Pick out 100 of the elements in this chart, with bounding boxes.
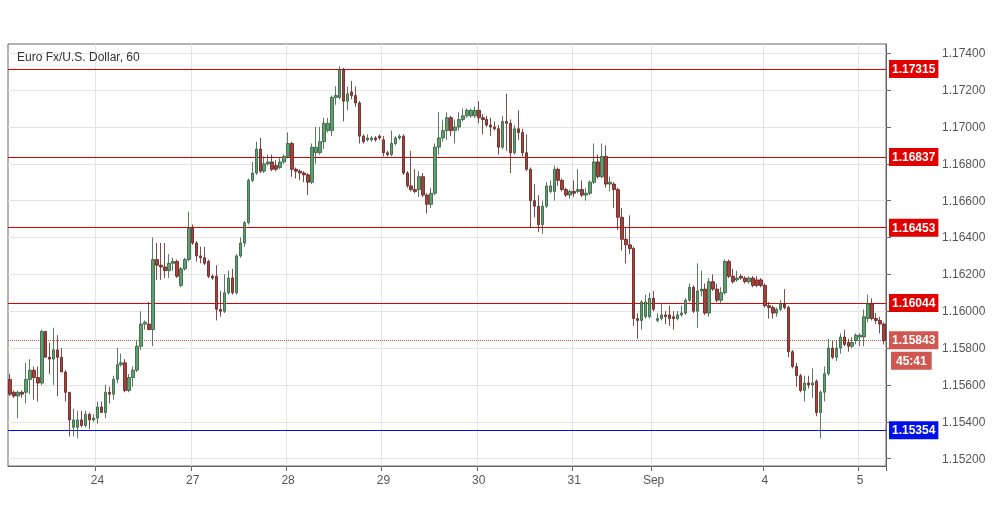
candlestick (259, 137, 262, 174)
candlestick (278, 157, 282, 170)
candlestick (342, 67, 345, 122)
candlestick (497, 124, 500, 155)
candlestick (755, 275, 759, 288)
candlestick (747, 275, 751, 284)
candlestick (382, 135, 385, 157)
candlestick (568, 189, 572, 200)
ref-line-label: 1.15354 (892, 423, 936, 438)
candlestick (692, 285, 695, 314)
candlestick (676, 310, 679, 321)
x-tick-label: 31 (567, 473, 582, 487)
candlestick (803, 375, 806, 402)
ref-line-label: 1.17315 (892, 61, 936, 76)
candlestick (608, 176, 612, 192)
candlestick (8, 373, 12, 397)
candlestick (473, 106, 477, 119)
candlestick (167, 253, 171, 279)
candlestick (147, 301, 151, 331)
candlestick (707, 277, 711, 318)
ref-line-label: 1.15843 (892, 333, 936, 348)
y-tick-label: 1.17000 (942, 119, 986, 134)
x-tick-label: 5 (856, 473, 864, 487)
x-tick-label: 24 (90, 473, 105, 487)
candlestick (469, 108, 473, 119)
candlestick (870, 297, 874, 321)
x-tick-label: 29 (376, 473, 391, 487)
text: Euro Fx/U.S. Dollar, 60 (17, 50, 141, 64)
candlestick (398, 133, 401, 141)
candlestick (556, 167, 560, 187)
candlestick (553, 165, 556, 202)
candlestick (850, 336, 854, 349)
candlestick (374, 135, 377, 143)
candlestick (56, 334, 59, 397)
candlestick (32, 366, 36, 401)
x-tick-label: 30 (472, 473, 486, 487)
y-tick-label: 1.15600 (942, 377, 986, 392)
x-tick-label: 27 (186, 473, 200, 487)
candlestick (36, 366, 40, 402)
candlestick (831, 340, 834, 360)
candlestick (378, 133, 381, 141)
candlestick (807, 375, 810, 389)
candlestick (811, 367, 814, 399)
candlestick (660, 303, 663, 321)
candlestick (572, 179, 576, 198)
y-tick-label: 1.17400 (942, 46, 986, 61)
candlestick (771, 305, 775, 319)
x-tick-label: 4 (761, 473, 769, 487)
y-tick-label: 1.15200 (942, 451, 986, 466)
candlestick (24, 362, 28, 404)
candlestick (409, 150, 413, 192)
ref-line-label: 1.16837 (892, 149, 936, 164)
candlestick (580, 179, 584, 198)
candlestick (652, 290, 655, 312)
y-tick-label: 1.16600 (942, 193, 986, 208)
y-tick-label: 1.16400 (942, 230, 986, 245)
y-tick-label: 1.17200 (942, 83, 986, 98)
candlestick (390, 130, 393, 157)
candlestick (648, 292, 651, 319)
candlestick (96, 401, 99, 425)
candlestick (274, 159, 278, 172)
candlestick (270, 154, 274, 172)
candlestick (696, 262, 699, 329)
candlestick (104, 384, 107, 419)
candlestick (231, 268, 234, 296)
candlestick (489, 117, 492, 137)
candlestick (882, 321, 886, 345)
y-tick-label: 1.16000 (942, 304, 986, 319)
candlestick (215, 264, 218, 321)
y-tick-label: 1.15800 (942, 341, 986, 356)
candlestick (735, 270, 739, 283)
candlestick (52, 327, 55, 386)
candlestick (88, 412, 91, 430)
candlestick (465, 108, 469, 119)
candlestick (346, 85, 349, 111)
ref-line-label: 1.16453 (892, 220, 936, 235)
y-tick-label: 1.16800 (942, 156, 986, 171)
candlestick (417, 170, 421, 198)
candlestick (445, 111, 449, 141)
x-tick-label: Sep (642, 473, 665, 487)
candlestick (40, 329, 44, 386)
candlestick (501, 115, 504, 150)
candlestick (175, 259, 179, 279)
candlestick (223, 273, 226, 314)
candlestick (664, 310, 667, 325)
candlestick (80, 410, 83, 428)
candlestick (751, 275, 755, 288)
candlestick (576, 168, 580, 194)
candlestick (123, 358, 127, 393)
candlestick (108, 386, 111, 404)
candlestick (600, 143, 604, 179)
candlestick (72, 408, 75, 437)
candlestick (513, 124, 516, 155)
ref-line-label: 1.16044 (892, 296, 936, 311)
candlestick (370, 135, 373, 143)
candlestick (366, 133, 369, 143)
candlestick (20, 390, 24, 399)
candlestick (743, 275, 747, 284)
candlestick (262, 156, 266, 174)
candlestick (449, 115, 453, 137)
